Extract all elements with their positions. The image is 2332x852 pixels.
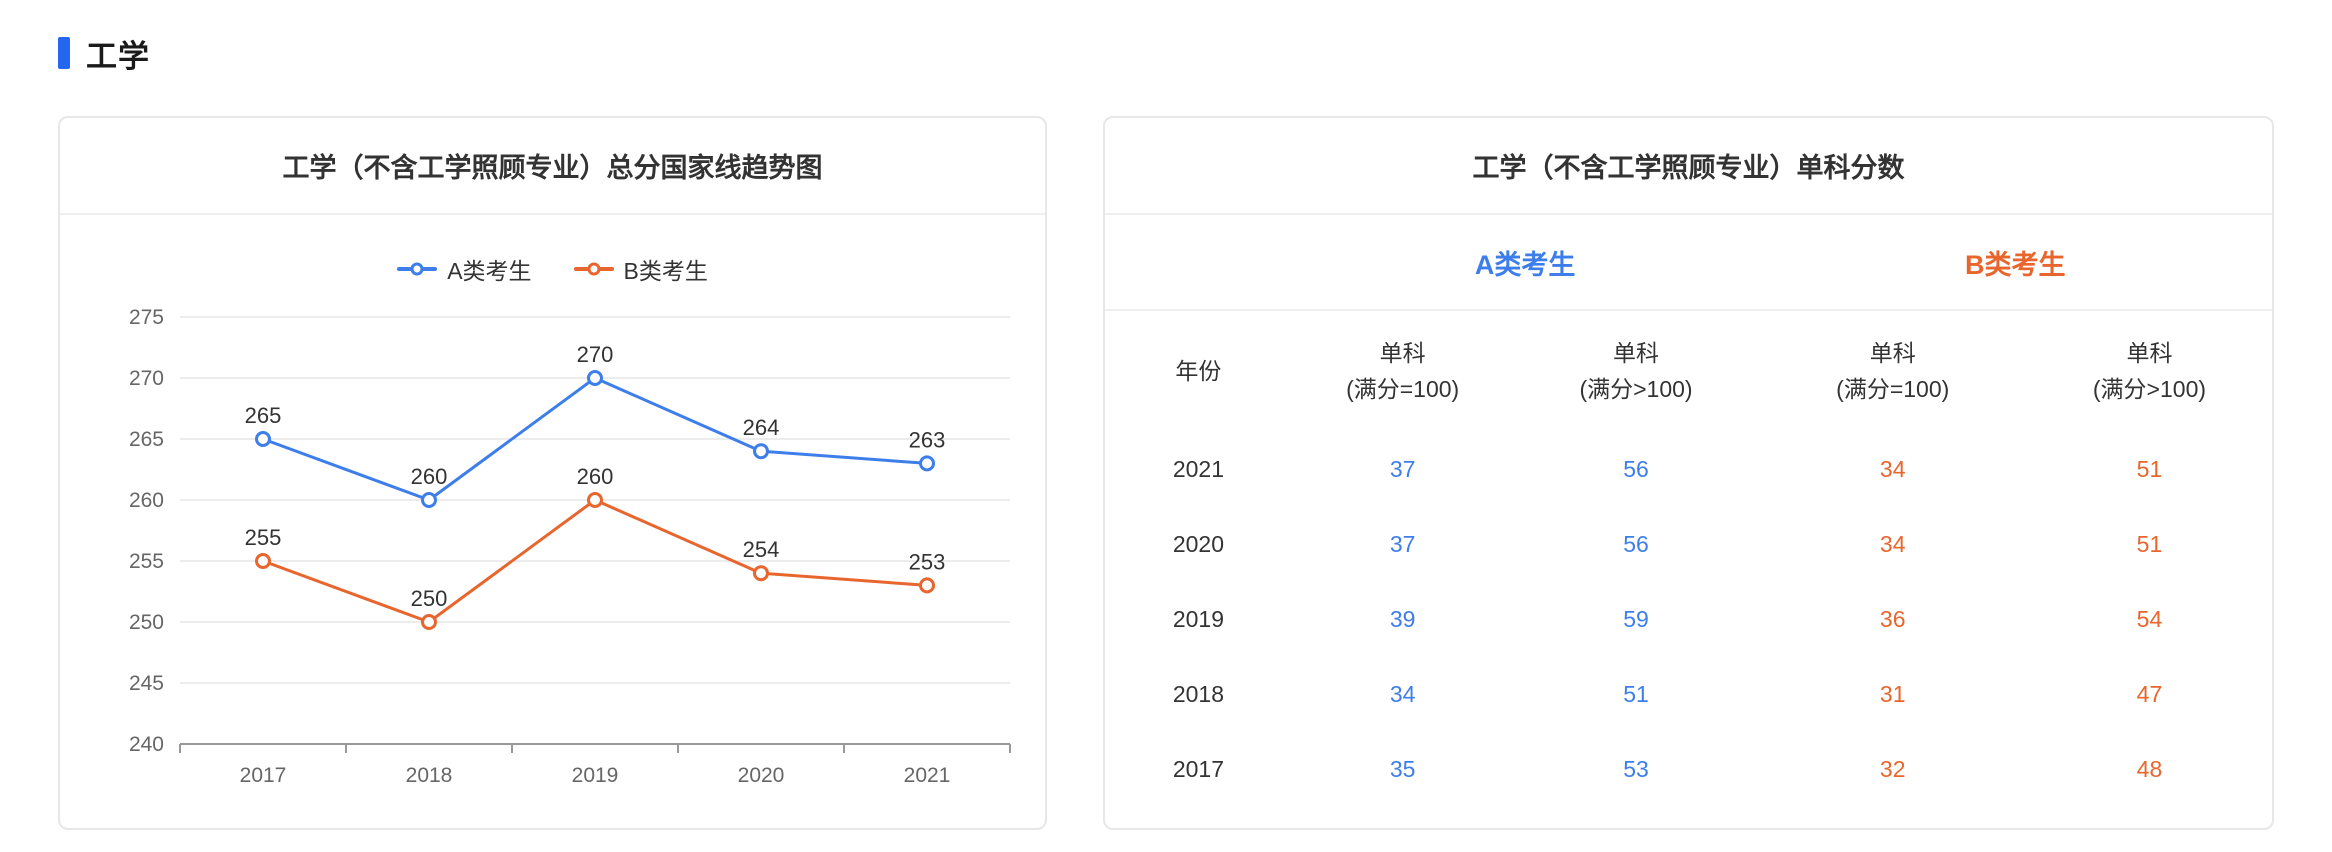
score-cell: 37 <box>1389 531 1416 557</box>
score-cell: 51 <box>2136 531 2163 557</box>
x-tick-label: 2017 <box>239 764 286 787</box>
score-cell: 34 <box>1879 456 1906 482</box>
legend-item-a[interactable]: A类考生 <box>397 252 532 286</box>
y-tick-label: 250 <box>128 611 163 634</box>
data-point <box>918 577 935 594</box>
legend-label: B类考生 <box>623 258 708 284</box>
data-point <box>586 492 603 508</box>
section-header: 工学 <box>58 34 2274 74</box>
section-accent-bar <box>58 37 70 69</box>
x-tick-label: 2021 <box>903 764 950 787</box>
score-cell: 34 <box>1879 531 1906 557</box>
x-tick-label: 2018 <box>405 764 452 787</box>
score-cell: 59 <box>1623 606 1649 632</box>
score-cell: 54 <box>2136 606 2163 632</box>
score-column-header: 单科 (满分>100) <box>2092 339 2207 402</box>
table-row: 2020 37 56 34 51 <box>1105 507 2272 582</box>
y-tick-label: 265 <box>128 428 163 451</box>
score-cell: 36 <box>1879 606 1906 632</box>
data-point-label: 250 <box>410 586 447 611</box>
table-card-title: 工学（不含工学照顾专业）单科分数 <box>1105 118 2272 215</box>
data-point-label: 253 <box>908 549 945 574</box>
x-tick-label: 2020 <box>737 764 784 787</box>
score-cell: 53 <box>1623 756 1649 782</box>
x-tick-label: 2019 <box>571 764 618 787</box>
legend-dot-icon <box>410 262 424 276</box>
data-point-label: 264 <box>742 415 779 440</box>
data-point-label: 255 <box>244 525 281 550</box>
data-point <box>586 370 603 386</box>
legend-line-circle-icon <box>573 262 614 276</box>
score-cell: 35 <box>1389 756 1416 782</box>
score-column-header: 单科 (满分>100) <box>1579 339 1693 402</box>
section-title: 工学 <box>86 38 150 74</box>
group-header-a: A类考生 <box>1291 215 1759 311</box>
year-cell: 2017 <box>1172 756 1225 782</box>
data-point-label: 263 <box>908 427 945 452</box>
chart-legend: A类考生 B类考生 <box>60 252 1045 286</box>
table-row: 2017 35 53 32 48 <box>1105 732 2272 807</box>
trend-chart-card: 工学（不含工学照顾专业）总分国家线趋势图 A类考生 B类考生 275 270 265 2… <box>58 116 1048 830</box>
year-cell: 2021 <box>1172 456 1225 482</box>
table-row: 2019 39 59 36 54 <box>1105 582 2272 657</box>
y-tick-label: 275 <box>128 306 163 329</box>
table-row: 2018 34 51 31 47 <box>1105 657 2272 732</box>
legend-label: A类考生 <box>447 258 532 284</box>
group-header-row: A类考生 B类考生 <box>1105 215 2272 311</box>
data-point <box>752 443 769 460</box>
score-column-header: 单科 (满分=100) <box>1346 339 1460 402</box>
score-cell: 48 <box>2136 756 2163 782</box>
subject-score-table-card: 工学（不含工学照顾专业）单科分数 A类考生 B类考生年份 单科 (满分=100) 单科… <box>1103 116 2274 830</box>
page: 工学 工学（不含工学照顾专业）总分国家线趋势图 A类考生 B类考生 275 270 2… <box>58 34 2274 830</box>
chart-card-title: 工学（不含工学照顾专业）总分国家线趋势图 <box>60 118 1046 215</box>
data-point-label: 270 <box>576 342 613 367</box>
data-point <box>254 431 271 447</box>
score-cell: 47 <box>2136 681 2163 707</box>
y-tick-label: 255 <box>128 550 163 573</box>
group-header-b: B类考生 <box>1758 215 2272 311</box>
trend-line-chart: 275 270 265 260 255 250 245 240 2017 2018 2019 2020… <box>128 306 1011 787</box>
data-point <box>420 614 437 630</box>
score-cell: 56 <box>1623 456 1649 482</box>
year-cell: 2018 <box>1172 681 1225 707</box>
score-cell: 51 <box>2136 456 2163 482</box>
data-point-label: 260 <box>410 464 447 489</box>
data-point-label: 265 <box>244 403 281 428</box>
score-cell: 34 <box>1389 681 1416 707</box>
data-point-label: 260 <box>576 464 613 489</box>
column-header-row: 年份 单科 (满分=100) 单科 (满分>100) 单科 (满分=100) 单科 (满… <box>1105 310 2272 432</box>
data-point <box>420 492 437 508</box>
year-cell: 2019 <box>1172 606 1225 632</box>
y-tick-label: 270 <box>128 367 163 390</box>
y-tick-label: 260 <box>128 489 163 512</box>
score-cell: 37 <box>1389 456 1416 482</box>
data-point <box>918 455 935 472</box>
table-card-body: A类考生 B类考生年份 单科 (满分=100) 单科 (满分>100) 单科 (满分=1… <box>1105 215 2272 807</box>
legend-dot-icon <box>587 262 601 276</box>
score-cell: 56 <box>1623 531 1649 557</box>
table-row: 2021 37 56 34 51 <box>1105 432 2272 507</box>
year-column-header: 年份 <box>1175 357 1222 384</box>
data-point <box>254 553 271 569</box>
score-cell: 51 <box>1623 681 1649 707</box>
cards-row: 工学（不含工学照顾专业）总分国家线趋势图 A类考生 B类考生 275 270 265 2… <box>58 116 2274 830</box>
y-tick-label: 245 <box>128 672 163 695</box>
legend-line-circle-icon <box>397 262 438 276</box>
data-point <box>752 565 769 582</box>
chart-card-body: A类考生 B类考生 275 270 265 260 255 250 245 240 2017 201… <box>60 255 1045 797</box>
corner-cell <box>1105 215 1292 311</box>
legend-item-b[interactable]: B类考生 <box>573 252 708 286</box>
subject-score-table: A类考生 B类考生年份 单科 (满分=100) 单科 (满分>100) 单科 (满分=1… <box>1105 215 2272 807</box>
y-tick-label: 240 <box>128 733 163 756</box>
score-cell: 31 <box>1879 681 1906 707</box>
data-point-label: 254 <box>742 537 779 562</box>
score-cell: 39 <box>1389 606 1416 632</box>
score-cell: 32 <box>1879 756 1906 782</box>
year-cell: 2020 <box>1172 531 1225 557</box>
score-column-header: 单科 (满分=100) <box>1836 339 1950 402</box>
